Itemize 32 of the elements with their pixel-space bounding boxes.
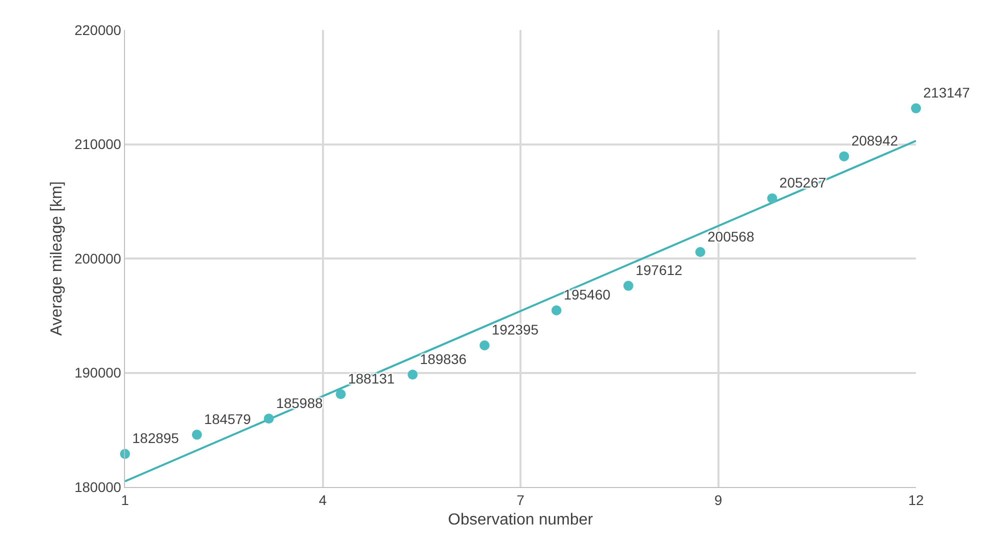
- x-tick-label: 4: [318, 492, 327, 508]
- y-tick-label: 210000: [74, 136, 122, 152]
- data-label: 192395: [492, 322, 539, 338]
- data-label: 213147: [923, 84, 970, 101]
- y-axis-title: Average mileage [km]: [48, 181, 66, 336]
- point: [336, 389, 346, 400]
- x-tick-label: 12: [908, 492, 924, 508]
- point: [264, 414, 274, 424]
- y-tick-label: 190000: [74, 364, 122, 381]
- y-tick-label: 180000: [74, 478, 122, 495]
- point: [192, 430, 202, 440]
- point: [551, 305, 562, 316]
- point: [623, 280, 634, 291]
- data-label: 182895: [132, 430, 180, 446]
- point: [767, 193, 778, 204]
- x-tick-label: 1: [121, 492, 130, 508]
- point: [408, 370, 418, 380]
- data-label: 195460: [564, 286, 611, 303]
- data-label: 184579: [204, 410, 252, 427]
- y-tick-label: 200000: [74, 250, 122, 266]
- point: [480, 340, 490, 350]
- data-label: 208942: [851, 132, 898, 149]
- data-label: 200568: [708, 228, 754, 244]
- y-tick-label: 220000: [74, 22, 122, 38]
- x-axis-title: Observation number: [448, 512, 594, 528]
- point: [911, 103, 921, 114]
- data-label: 189836: [420, 350, 467, 367]
- point: [695, 247, 706, 258]
- data-label: 197612: [636, 262, 683, 278]
- x-tick-label: 7: [516, 492, 525, 508]
- point: [839, 151, 850, 162]
- x-tick-label: 9: [714, 492, 722, 508]
